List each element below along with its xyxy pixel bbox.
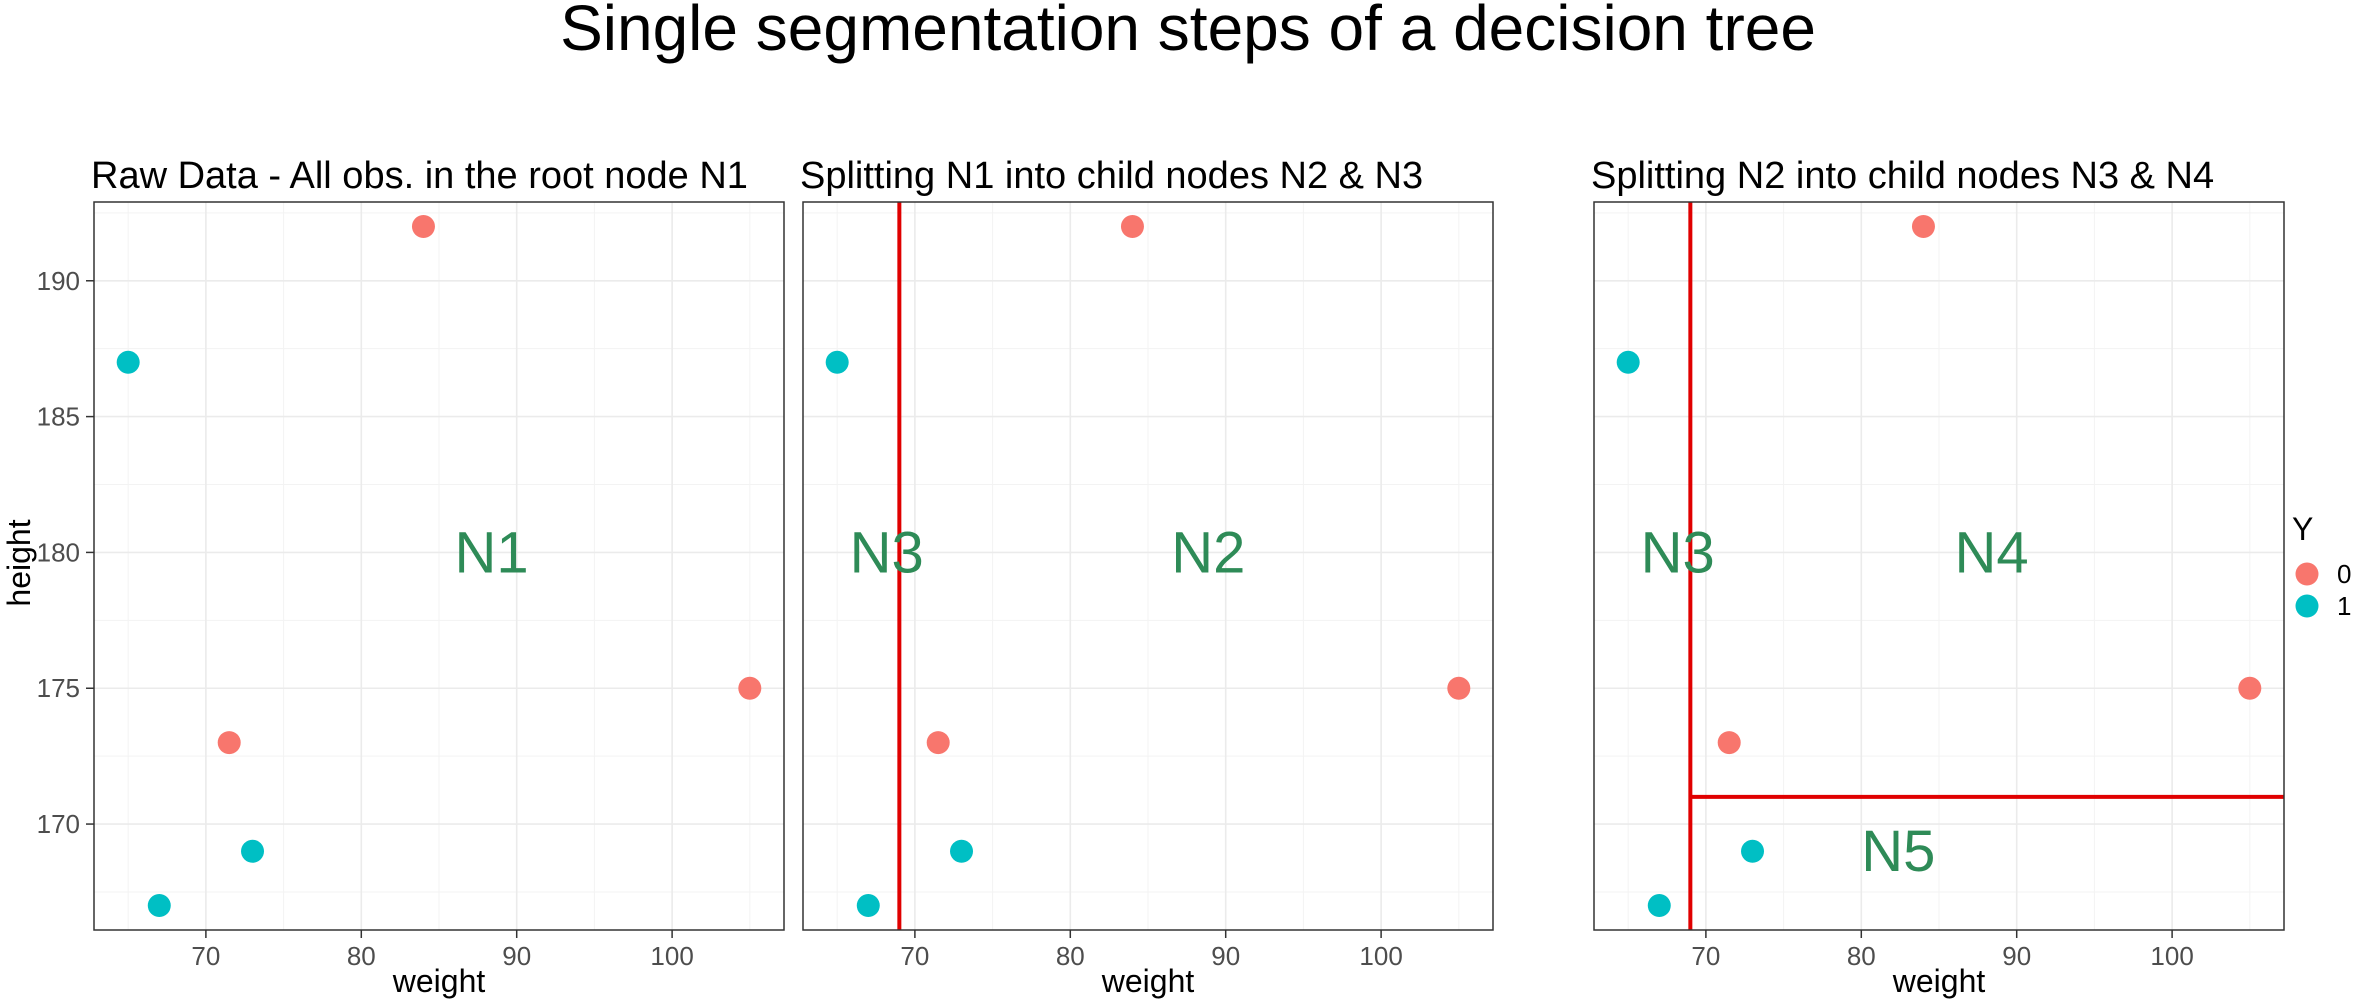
node-label: N3: [1641, 520, 1715, 585]
x-tick-label: 100: [1359, 941, 1402, 971]
panel-2: Splitting N1 into child nodes N2 & N3 N3 N…: [800, 155, 1494, 999]
panel-border: [1593, 201, 2285, 931]
x-tick-label: 100: [2150, 941, 2193, 971]
data-point: [2238, 676, 2262, 700]
data-point: [147, 894, 171, 918]
legend-label: 0: [2337, 559, 2351, 589]
y-axis-title: height: [1, 519, 37, 606]
data-point: [950, 839, 974, 863]
panel-border: [802, 201, 1494, 931]
data-point: [116, 350, 140, 374]
x-tick-label: 100: [650, 941, 693, 971]
panel-3: Splitting N2 into child nodes N3 & N4 N3 N…: [1591, 155, 2285, 999]
main-title: Single segmentation steps of a decision …: [560, 0, 1816, 64]
y-tick-label: 190: [37, 266, 80, 296]
data-point: [411, 214, 435, 238]
node-label: N2: [1171, 520, 1245, 585]
panel-1: Raw Data - All obs. in the root node N1 N…: [37, 155, 785, 999]
legend-label: 1: [2337, 591, 2351, 621]
y-tick-label: 180: [37, 537, 80, 567]
x-tick-label: 90: [2002, 941, 2031, 971]
x-tick-label: 70: [900, 941, 929, 971]
y-tick-label: 175: [37, 673, 80, 703]
data-point: [1741, 839, 1765, 863]
panels: Raw Data - All obs. in the root node N1 N…: [37, 155, 2285, 999]
node-label: N1: [455, 520, 529, 585]
data-point: [241, 839, 265, 863]
legend-title: Y: [2292, 511, 2313, 547]
panel-title: Splitting N1 into child nodes N2 & N3: [800, 155, 1423, 197]
node-label: N4: [1955, 520, 2029, 585]
x-tick-label: 80: [1056, 941, 1085, 971]
x-tick-label: 80: [347, 941, 376, 971]
x-axis-title: weight: [392, 963, 486, 999]
data-point: [1717, 731, 1741, 755]
panel-border: [93, 201, 785, 931]
data-point: [926, 731, 950, 755]
data-point: [738, 676, 762, 700]
data-point: [825, 350, 849, 374]
x-tick-label: 90: [1211, 941, 1240, 971]
data-point: [217, 731, 241, 755]
data-point: [1616, 350, 1640, 374]
x-tick-label: 70: [1691, 941, 1720, 971]
data-point: [1120, 214, 1144, 238]
y-tick-label: 170: [37, 809, 80, 839]
data-point: [856, 894, 880, 918]
data-point: [1911, 214, 1935, 238]
y-tick-label: 185: [37, 402, 80, 432]
x-axis-title: weight: [1101, 963, 1195, 999]
node-label: N3: [850, 520, 924, 585]
panel-title: Raw Data - All obs. in the root node N1: [91, 155, 748, 197]
x-tick-label: 80: [1847, 941, 1876, 971]
legend: Y01: [2292, 511, 2351, 621]
panel-title: Splitting N2 into child nodes N3 & N4: [1591, 155, 2214, 197]
data-point: [1447, 676, 1471, 700]
data-point: [1647, 894, 1671, 918]
legend-key: [2295, 594, 2319, 618]
x-tick-label: 90: [502, 941, 531, 971]
x-axis-title: weight: [1892, 963, 1986, 999]
node-label: N5: [1861, 819, 1935, 884]
x-tick-label: 70: [191, 941, 220, 971]
legend-key: [2295, 562, 2319, 586]
